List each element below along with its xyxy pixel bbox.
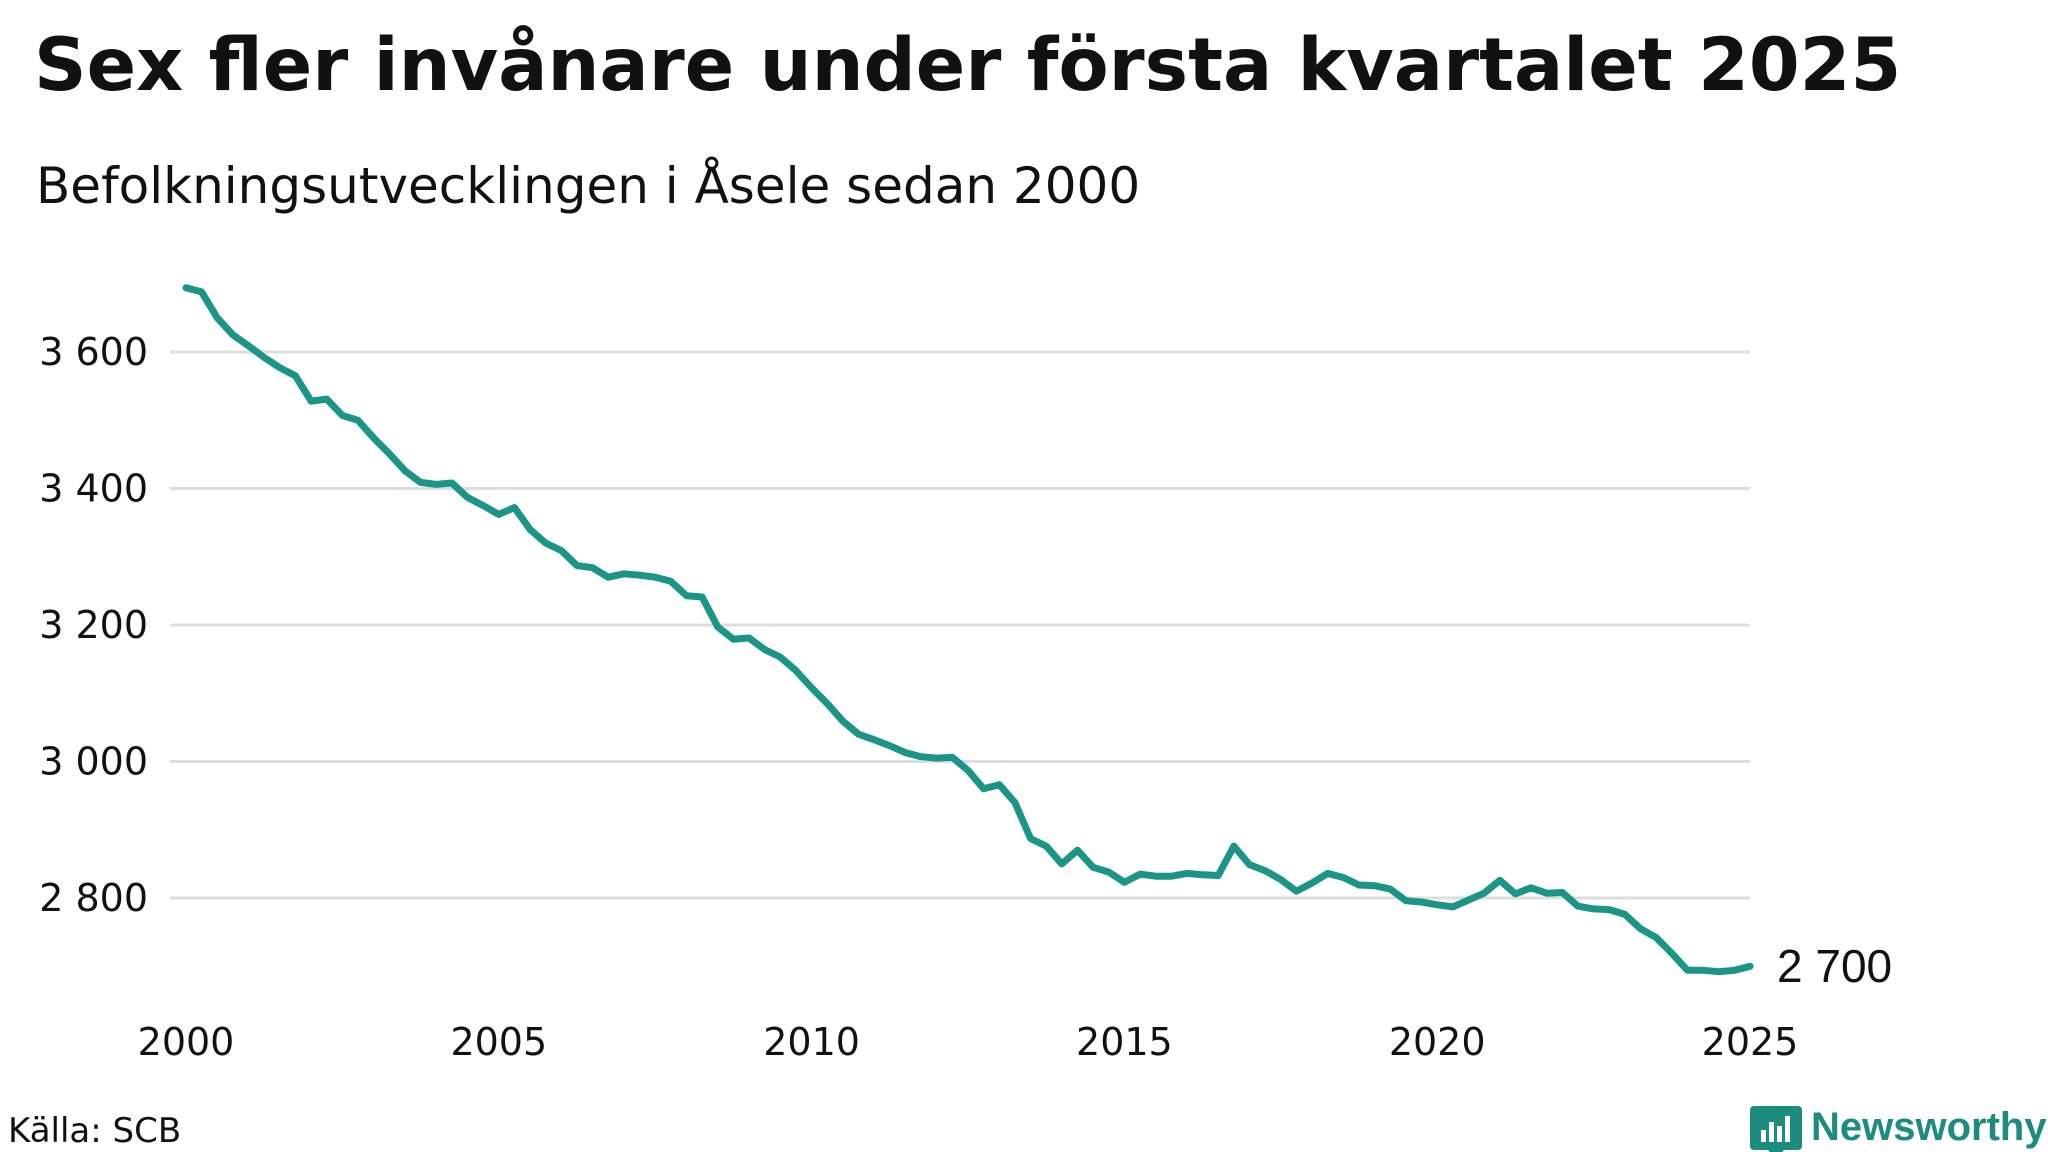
x-axis-ticks: 2000 2005 2010 2015 2020 2025 [138,1020,1799,1064]
source-note: Källa: SCB [8,1111,181,1151]
chart-subtitle: Befolkningsutvecklingen i Åsele sedan 20… [36,157,1140,215]
series-layer [182,284,1754,976]
y-axis-ticks: 2 800 3 000 3 200 3 400 3 600 [39,330,148,920]
y-tick-label: 3 200 [39,603,148,647]
y-tick-label: 3 000 [39,740,148,784]
x-tick-label: 2000 [138,1020,235,1064]
x-tick-label: 2025 [1702,1020,1799,1064]
y-tick-label: 3 400 [39,467,148,511]
bar-chart-bubble-icon [1750,1106,1802,1152]
x-tick-label: 2005 [450,1020,547,1064]
gridlines [170,350,1750,900]
brand-logo[interactable]: Newsworthy [1750,1105,2047,1152]
chart-title: Sex fler invånare under första kvartalet… [34,23,1901,108]
end-value-label: 2 700 [1777,940,1892,992]
brand-name: Newsworthy [1811,1105,2047,1149]
x-tick-label: 2010 [763,1020,860,1064]
y-tick-label: 2 800 [39,876,148,920]
population-line [182,284,1754,976]
y-tick-label: 3 600 [39,330,148,374]
x-tick-label: 2015 [1076,1020,1173,1064]
x-tick-label: 2020 [1389,1020,1486,1064]
